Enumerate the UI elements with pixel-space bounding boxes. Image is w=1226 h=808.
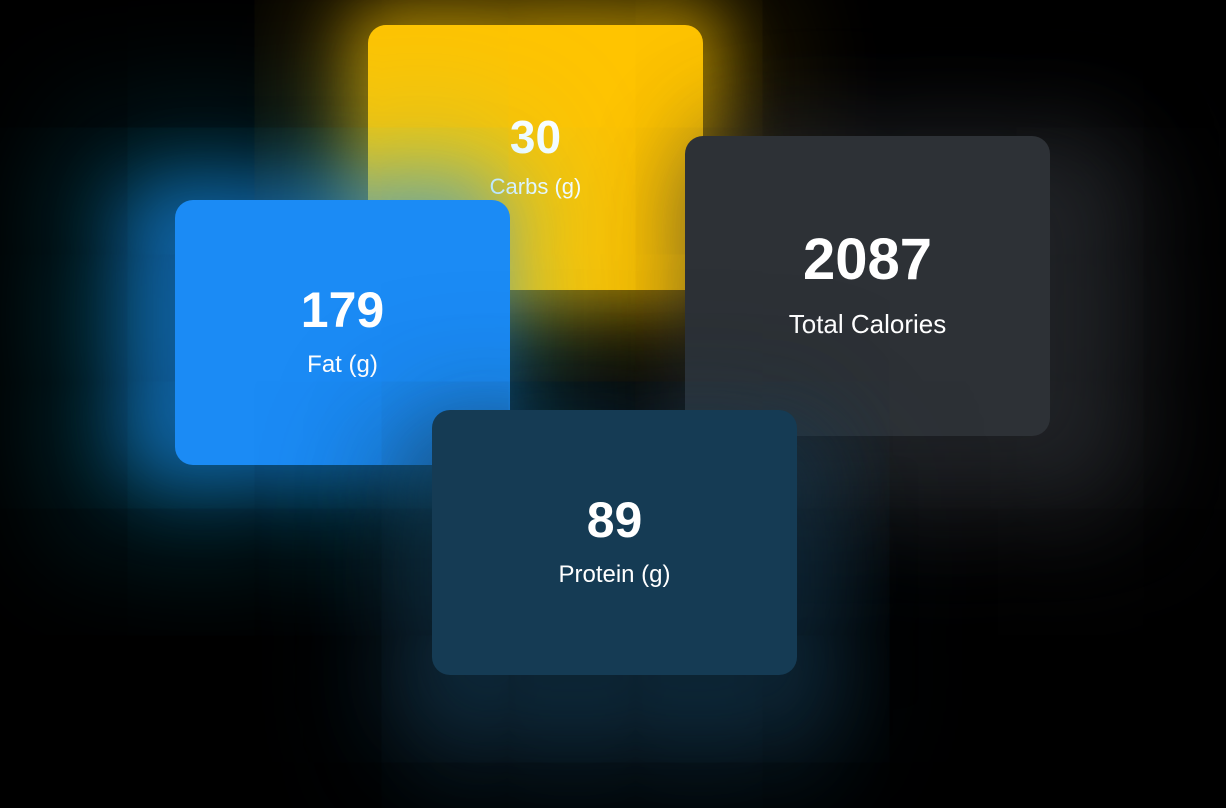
card-calories-label: Total Calories [789,309,947,340]
card-protein-value: 89 [587,495,643,545]
card-fat-value: 179 [301,285,384,335]
card-calories-value: 2087 [803,231,932,289]
card-protein: 89 Protein (g) [432,410,797,675]
card-carbs-value: 30 [510,114,561,160]
nutrition-cards-stage: 30 Carbs (g) 2087 Total Calories 179 Fat… [0,0,1226,808]
card-carbs-label: Carbs (g) [490,174,582,200]
card-calories: 2087 Total Calories [685,136,1050,436]
card-protein-label: Protein (g) [558,561,670,590]
card-fat-label: Fat (g) [307,351,378,380]
